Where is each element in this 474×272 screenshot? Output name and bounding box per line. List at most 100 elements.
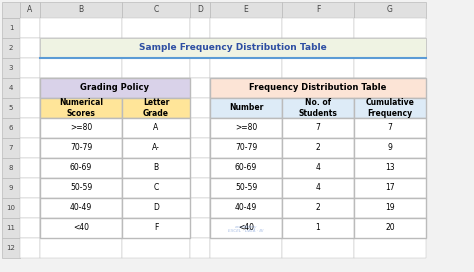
Bar (354, 138, 426, 158)
Bar (122, 218, 190, 238)
Text: F: F (316, 5, 320, 14)
Bar (282, 2, 354, 18)
Text: 4: 4 (316, 184, 320, 193)
Text: G: G (387, 5, 393, 14)
Bar (122, 98, 190, 118)
Bar (282, 118, 354, 138)
Bar (2, 118, 20, 138)
Bar (40, 78, 190, 98)
Bar (354, 98, 426, 118)
Text: A: A (154, 123, 159, 132)
Bar (122, 218, 190, 238)
Bar (190, 18, 210, 38)
Text: 11: 11 (7, 225, 16, 231)
Bar (354, 118, 426, 138)
Bar (20, 2, 40, 18)
Text: No. of
Students: No. of Students (299, 98, 337, 118)
Bar (282, 98, 354, 118)
Bar (354, 218, 426, 238)
Bar (190, 78, 210, 98)
Text: C: C (154, 5, 159, 14)
Text: Sample Frequency Distribution Table: Sample Frequency Distribution Table (139, 44, 327, 52)
Bar (40, 98, 122, 118)
Bar (190, 58, 210, 78)
Text: 60-69: 60-69 (235, 163, 257, 172)
Text: >=80: >=80 (235, 123, 257, 132)
Text: 70-79: 70-79 (235, 144, 257, 153)
Bar (354, 138, 426, 158)
Bar (122, 238, 190, 258)
Bar (122, 138, 190, 158)
Bar (40, 2, 122, 18)
Bar (210, 18, 282, 38)
Bar (122, 38, 190, 58)
Bar (40, 138, 122, 158)
Text: 7: 7 (388, 123, 392, 132)
Bar (210, 198, 282, 218)
Bar (40, 38, 426, 58)
Bar (20, 198, 40, 218)
Bar (354, 158, 426, 178)
Text: 12: 12 (7, 245, 16, 251)
Bar (122, 2, 190, 18)
Bar (354, 2, 426, 18)
Bar (20, 118, 40, 138)
Text: 4: 4 (9, 85, 13, 91)
Bar (122, 178, 190, 198)
Bar (210, 158, 282, 178)
Bar (354, 118, 426, 138)
Text: 2: 2 (316, 203, 320, 212)
Bar (210, 218, 282, 238)
Bar (354, 158, 426, 178)
Text: B: B (154, 163, 159, 172)
Bar (282, 178, 354, 198)
Text: 10: 10 (7, 205, 16, 211)
Text: 13: 13 (385, 163, 395, 172)
Bar (354, 38, 426, 58)
Bar (210, 38, 282, 58)
Bar (282, 178, 354, 198)
Text: Letter
Grade: Letter Grade (143, 98, 169, 118)
Text: Numerical
Scores: Numerical Scores (59, 98, 103, 118)
Bar (40, 118, 122, 138)
Bar (20, 158, 40, 178)
Text: 1: 1 (9, 25, 13, 31)
Bar (354, 198, 426, 218)
Bar (190, 218, 210, 238)
Bar (354, 98, 426, 118)
Bar (210, 138, 282, 158)
Bar (40, 98, 122, 118)
Bar (210, 238, 282, 258)
Text: 1: 1 (316, 224, 320, 233)
Bar (190, 2, 210, 18)
Bar (2, 38, 20, 58)
Bar (122, 198, 190, 218)
Text: D: D (153, 203, 159, 212)
Text: 17: 17 (385, 184, 395, 193)
Text: Number: Number (229, 104, 263, 113)
Bar (2, 198, 20, 218)
Bar (210, 158, 282, 178)
Text: Cumulative
Frequency: Cumulative Frequency (365, 98, 414, 118)
Bar (210, 138, 282, 158)
Bar (190, 158, 210, 178)
Text: 2: 2 (9, 45, 13, 51)
Bar (282, 158, 354, 178)
Text: 40-49: 40-49 (70, 203, 92, 212)
Bar (20, 38, 40, 58)
Bar (282, 138, 354, 158)
Bar (282, 198, 354, 218)
Bar (122, 158, 190, 178)
Bar (210, 118, 282, 138)
Bar (210, 78, 426, 98)
Bar (354, 78, 426, 98)
Bar (122, 58, 190, 78)
Text: <40: <40 (73, 224, 89, 233)
Bar (190, 198, 210, 218)
Bar (20, 138, 40, 158)
Bar (354, 198, 426, 218)
Text: 3: 3 (9, 65, 13, 71)
Bar (210, 218, 282, 238)
Bar (122, 198, 190, 218)
Bar (20, 18, 40, 38)
